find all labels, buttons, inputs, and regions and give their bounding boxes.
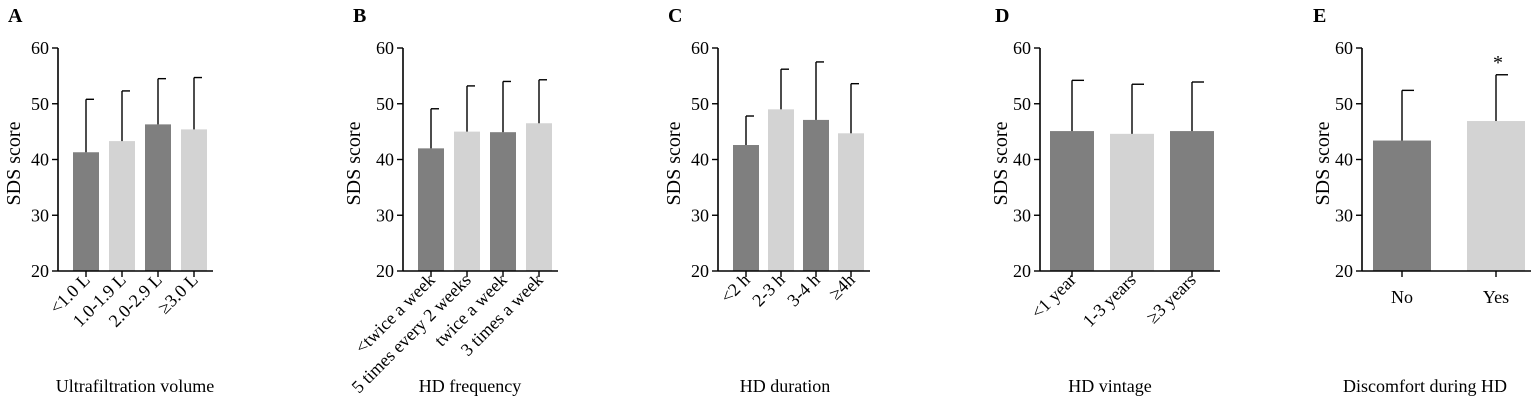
- panel-letter: C: [668, 5, 682, 27]
- x-tick-label: ≥3 years: [1142, 270, 1200, 328]
- y-tick-label: 60: [1013, 38, 1031, 58]
- bar: [768, 109, 794, 271]
- y-tick-label: 60: [31, 38, 49, 58]
- y-tick-label: 60: [376, 38, 394, 58]
- panel-letter: B: [353, 5, 366, 27]
- y-axis-label: SDS score: [1312, 121, 1334, 205]
- y-tick-label: 20: [31, 261, 49, 281]
- bar: [109, 141, 135, 271]
- chart-panel-c: C SDS score <2 h2-3 h3-4 h ≥4h 20 30 40 50 60 HD …: [663, 5, 870, 396]
- y-tick-label: 20: [376, 261, 394, 281]
- y-axis-label: SDS score: [663, 121, 685, 205]
- y-axis-label: SDS score: [343, 121, 365, 205]
- x-tick-label: <2 h: [717, 270, 754, 307]
- bar: [1467, 121, 1525, 271]
- bar: [145, 124, 171, 271]
- y-tick-label: 50: [31, 94, 49, 114]
- bar: [418, 148, 444, 271]
- y-tick-label: 50: [691, 94, 709, 114]
- x-tick-label: No: [1391, 287, 1413, 307]
- x-tick-label: <1 year: [1027, 270, 1080, 323]
- bar: [733, 145, 759, 271]
- x-axis-title: HD duration: [740, 376, 830, 396]
- significance-marker: *: [1493, 52, 1503, 74]
- x-axis-title: HD vintage: [1068, 376, 1151, 396]
- bar: [1110, 133, 1154, 271]
- y-tick-label: 30: [376, 205, 394, 225]
- x-tick-label: 1-3 years: [1079, 270, 1140, 331]
- y-tick-label: 40: [376, 150, 394, 170]
- y-tick-label: 40: [1335, 150, 1353, 170]
- bar: [1373, 140, 1431, 271]
- x-tick-label: ≥4h: [825, 270, 859, 304]
- bar: [1170, 131, 1214, 271]
- y-tick-label: 30: [31, 205, 49, 225]
- y-tick-label: 20: [1335, 261, 1353, 281]
- y-tick-label: 50: [376, 94, 394, 114]
- bar: [454, 131, 480, 271]
- x-axis-title: Discomfort during HD: [1343, 376, 1507, 396]
- y-tick-label: 40: [31, 150, 49, 170]
- chart-panel-e: E SDS score No * Yes 20 30 40 50 60 Discomfort dur…: [1312, 5, 1531, 396]
- y-axis-label: SDS score: [990, 121, 1012, 205]
- y-tick-label: 20: [691, 261, 709, 281]
- y-tick-label: 40: [1013, 150, 1031, 170]
- x-tick-label: Yes: [1483, 287, 1509, 307]
- y-tick-label: 30: [1013, 205, 1031, 225]
- y-tick-label: 20: [1013, 261, 1031, 281]
- bar: [490, 132, 516, 271]
- y-tick-label: 40: [691, 150, 709, 170]
- panel-letter: A: [8, 5, 23, 27]
- y-tick-label: 30: [1335, 205, 1353, 225]
- bar: [838, 133, 864, 271]
- x-tick-label: ≥3.0 L: [154, 270, 202, 318]
- panel-letter: D: [995, 5, 1009, 27]
- x-axis-title: Ultrafiltration volume: [56, 376, 214, 396]
- bar: [526, 123, 552, 271]
- x-tick-label: 3-4 h: [783, 270, 824, 311]
- y-axis-label: SDS score: [3, 121, 25, 205]
- bar: [803, 119, 829, 271]
- y-tick-label: 50: [1013, 94, 1031, 114]
- y-tick-label: 30: [691, 205, 709, 225]
- y-tick-label: 50: [1335, 94, 1353, 114]
- bar: [73, 152, 99, 271]
- x-axis-title: HD frequency: [419, 376, 521, 396]
- bar: [181, 129, 207, 271]
- x-tick-label: 2-3 h: [748, 270, 789, 311]
- y-tick-label: 60: [1335, 38, 1353, 58]
- bar: [1050, 131, 1094, 271]
- panel-letter: E: [1313, 5, 1326, 27]
- y-tick-label: 60: [691, 38, 709, 58]
